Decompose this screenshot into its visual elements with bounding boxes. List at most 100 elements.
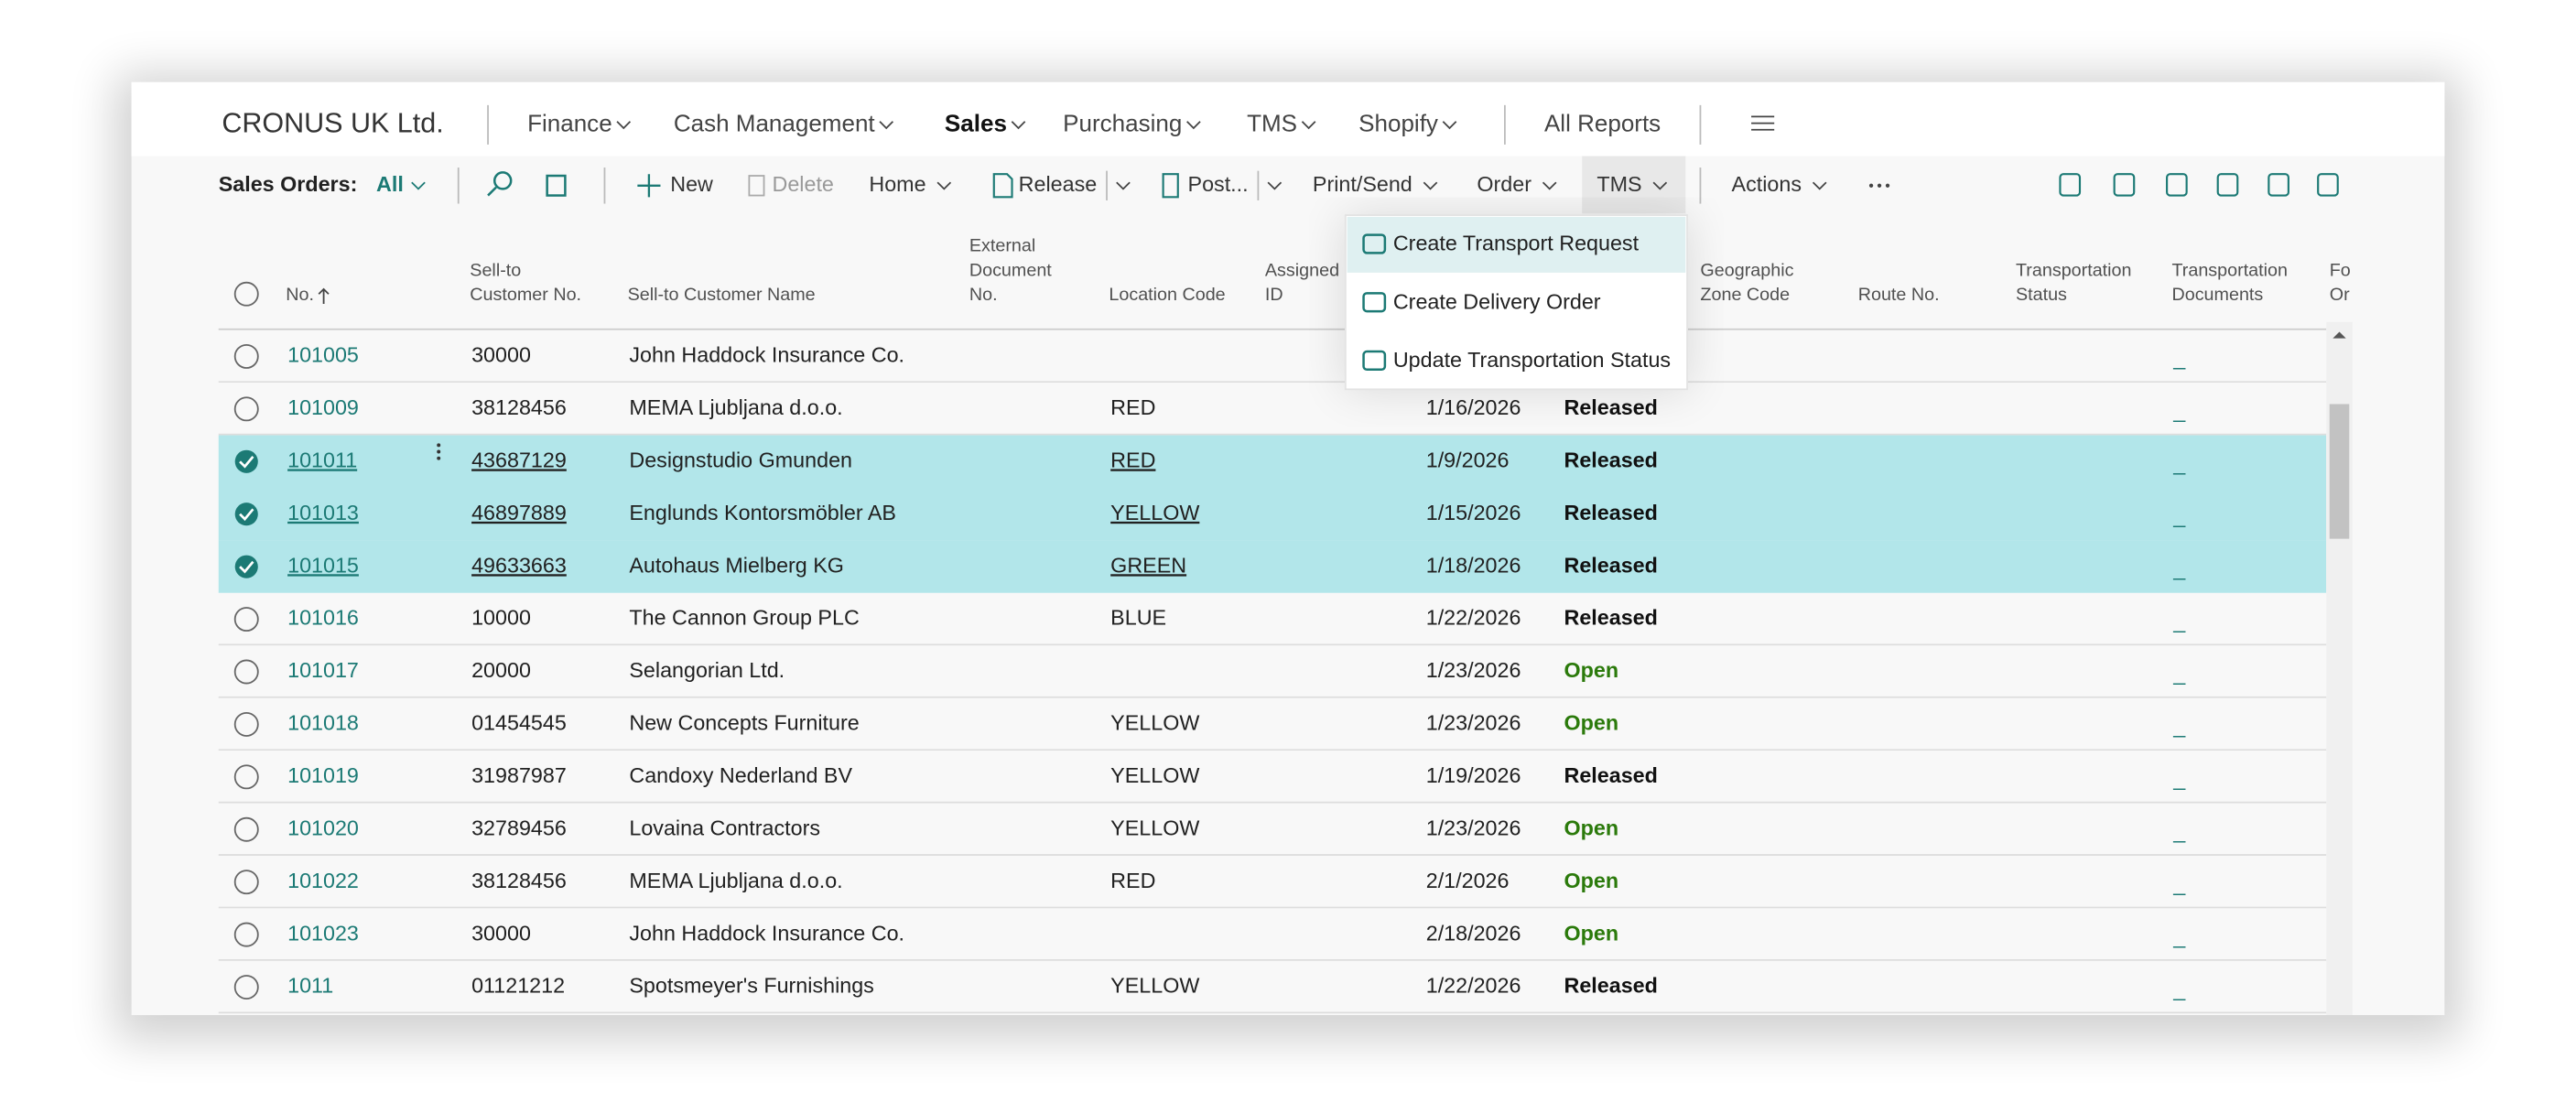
tms-active-bg: [1582, 156, 1686, 214]
toolbar-action[interactable]: Home: [869, 172, 925, 196]
column-header[interactable]: Transportation: [2016, 260, 2132, 280]
row-checkbox[interactable]: [233, 659, 259, 685]
row-checkbox[interactable]: [234, 555, 258, 578]
order-no[interactable]: 101009: [287, 395, 359, 419]
row-checkbox[interactable]: [234, 502, 258, 526]
order-no[interactable]: 101011: [287, 448, 357, 471]
transport-docs[interactable]: _: [2172, 714, 2186, 738]
column-header[interactable]: Sell-to Customer Name: [628, 285, 816, 305]
all-reports[interactable]: All Reports: [1544, 109, 1661, 136]
order-date: 1/19/2026: [1426, 763, 1521, 787]
status: Open: [1564, 711, 1618, 735]
customer-no: 01454545: [471, 711, 567, 735]
chevron: [1423, 181, 1438, 190]
order-no[interactable]: 101017: [287, 658, 359, 682]
transport-docs[interactable]: _: [2172, 662, 2186, 686]
column-header[interactable]: Zone Code: [1700, 285, 1790, 305]
row-checkbox[interactable]: [233, 764, 259, 790]
transport-docs[interactable]: _: [2172, 767, 2186, 791]
order-no[interactable]: 101015: [287, 553, 359, 577]
toolbar-action[interactable]: Actions: [1732, 172, 1802, 196]
column-header[interactable]: Assigned: [1265, 260, 1339, 280]
column-header[interactable]: Documents: [2171, 285, 2263, 305]
order-no[interactable]: 101019: [287, 763, 359, 787]
row-checkbox[interactable]: [233, 343, 259, 369]
order-no[interactable]: 101005: [287, 343, 359, 367]
column-header[interactable]: Status: [2016, 285, 2067, 305]
row-checkbox[interactable]: [233, 396, 259, 422]
row-bg: [218, 697, 2327, 751]
column-header[interactable]: Location Code: [1109, 285, 1225, 305]
order-date: 1/9/2026: [1426, 448, 1510, 471]
status: Released: [1564, 763, 1657, 787]
toolbar-action[interactable]: Order: [1477, 172, 1532, 196]
column-header[interactable]: No.: [286, 285, 314, 305]
transport-docs[interactable]: _: [2172, 399, 2186, 423]
location-code: GREEN: [1110, 553, 1186, 577]
toolbar-action[interactable]: Post...: [1188, 172, 1249, 196]
delete-icon: [748, 175, 765, 197]
row-checkbox[interactable]: [234, 449, 258, 473]
row-bg: [218, 435, 2327, 488]
row-checkbox[interactable]: [233, 922, 259, 947]
order-no[interactable]: 101022: [287, 869, 359, 892]
order-no[interactable]: 101023: [287, 921, 359, 945]
nav-item[interactable]: TMS: [1247, 109, 1297, 136]
filter[interactable]: All: [376, 172, 404, 196]
column-header[interactable]: Sell-to: [470, 260, 521, 280]
row-checkbox[interactable]: [233, 711, 259, 737]
transport-docs[interactable]: _: [2172, 977, 2186, 1000]
scrollbar-thumb[interactable]: [2329, 404, 2350, 539]
order-no[interactable]: 101016: [287, 606, 359, 630]
row-bg: [218, 908, 2327, 961]
column-header[interactable]: Customer No.: [470, 285, 581, 305]
transport-docs[interactable]: _: [2172, 924, 2186, 948]
menu-item[interactable]: Update Transportation Status: [1393, 348, 1671, 372]
nav-item[interactable]: Purchasing: [1063, 109, 1182, 136]
toolbar-action[interactable]: Print/Send: [1313, 172, 1412, 196]
menu-item[interactable]: Create Delivery Order: [1393, 289, 1601, 313]
transport-docs[interactable]: _: [2172, 503, 2186, 527]
nav-item[interactable]: Shopify: [1358, 109, 1438, 136]
menu-item[interactable]: Create Transport Request: [1393, 232, 1640, 255]
toolbar-action[interactable]: TMS: [1596, 172, 1641, 196]
order-no[interactable]: 1011: [287, 974, 333, 998]
transport-docs[interactable]: _: [2172, 556, 2186, 580]
customer-name: Englunds Kontorsmöbler AB: [629, 501, 896, 524]
toolbar-icon: [2317, 173, 2339, 197]
transport-docs[interactable]: _: [2172, 871, 2186, 895]
menu-highlight: [1347, 216, 1686, 273]
column-header[interactable]: Transportation: [2171, 260, 2288, 280]
row-checkbox[interactable]: [233, 975, 259, 1000]
company-name[interactable]: CRONUS UK Ltd.: [222, 107, 443, 138]
column-header[interactable]: Or: [2330, 285, 2350, 305]
row-checkbox[interactable]: [233, 607, 259, 632]
column-header[interactable]: ID: [1265, 285, 1283, 305]
order-no[interactable]: 101020: [287, 816, 359, 839]
order-no[interactable]: 101018: [287, 711, 359, 735]
column-header[interactable]: Geographic: [1700, 260, 1793, 280]
column-header[interactable]: Route No.: [1858, 285, 1940, 305]
transport-docs[interactable]: _: [2172, 609, 2186, 632]
nav-item[interactable]: Finance: [527, 109, 612, 136]
toolbar-action[interactable]: Release: [1019, 172, 1098, 196]
transport-docs[interactable]: _: [2172, 451, 2186, 475]
order-no[interactable]: 101013: [287, 501, 359, 524]
row-menu-dot: [437, 456, 441, 460]
transport-docs[interactable]: _: [2172, 819, 2186, 843]
order-date: 1/15/2026: [1426, 501, 1521, 524]
check: [239, 560, 254, 574]
column-header[interactable]: Fo: [2330, 260, 2351, 280]
sort-arrow: [318, 287, 330, 304]
select-all[interactable]: [233, 281, 259, 307]
column-header[interactable]: External: [969, 235, 1035, 255]
nav-item[interactable]: Sales: [945, 109, 1007, 136]
column-header[interactable]: Document: [969, 260, 1052, 280]
nav-item[interactable]: Cash Management: [674, 109, 876, 136]
row-checkbox[interactable]: [233, 870, 259, 895]
toolbar-action[interactable]: New: [670, 172, 713, 196]
column-header[interactable]: No.: [969, 285, 998, 305]
row-checkbox[interactable]: [233, 816, 259, 842]
transport-docs[interactable]: _: [2172, 346, 2186, 370]
row-bg: [218, 592, 2327, 646]
